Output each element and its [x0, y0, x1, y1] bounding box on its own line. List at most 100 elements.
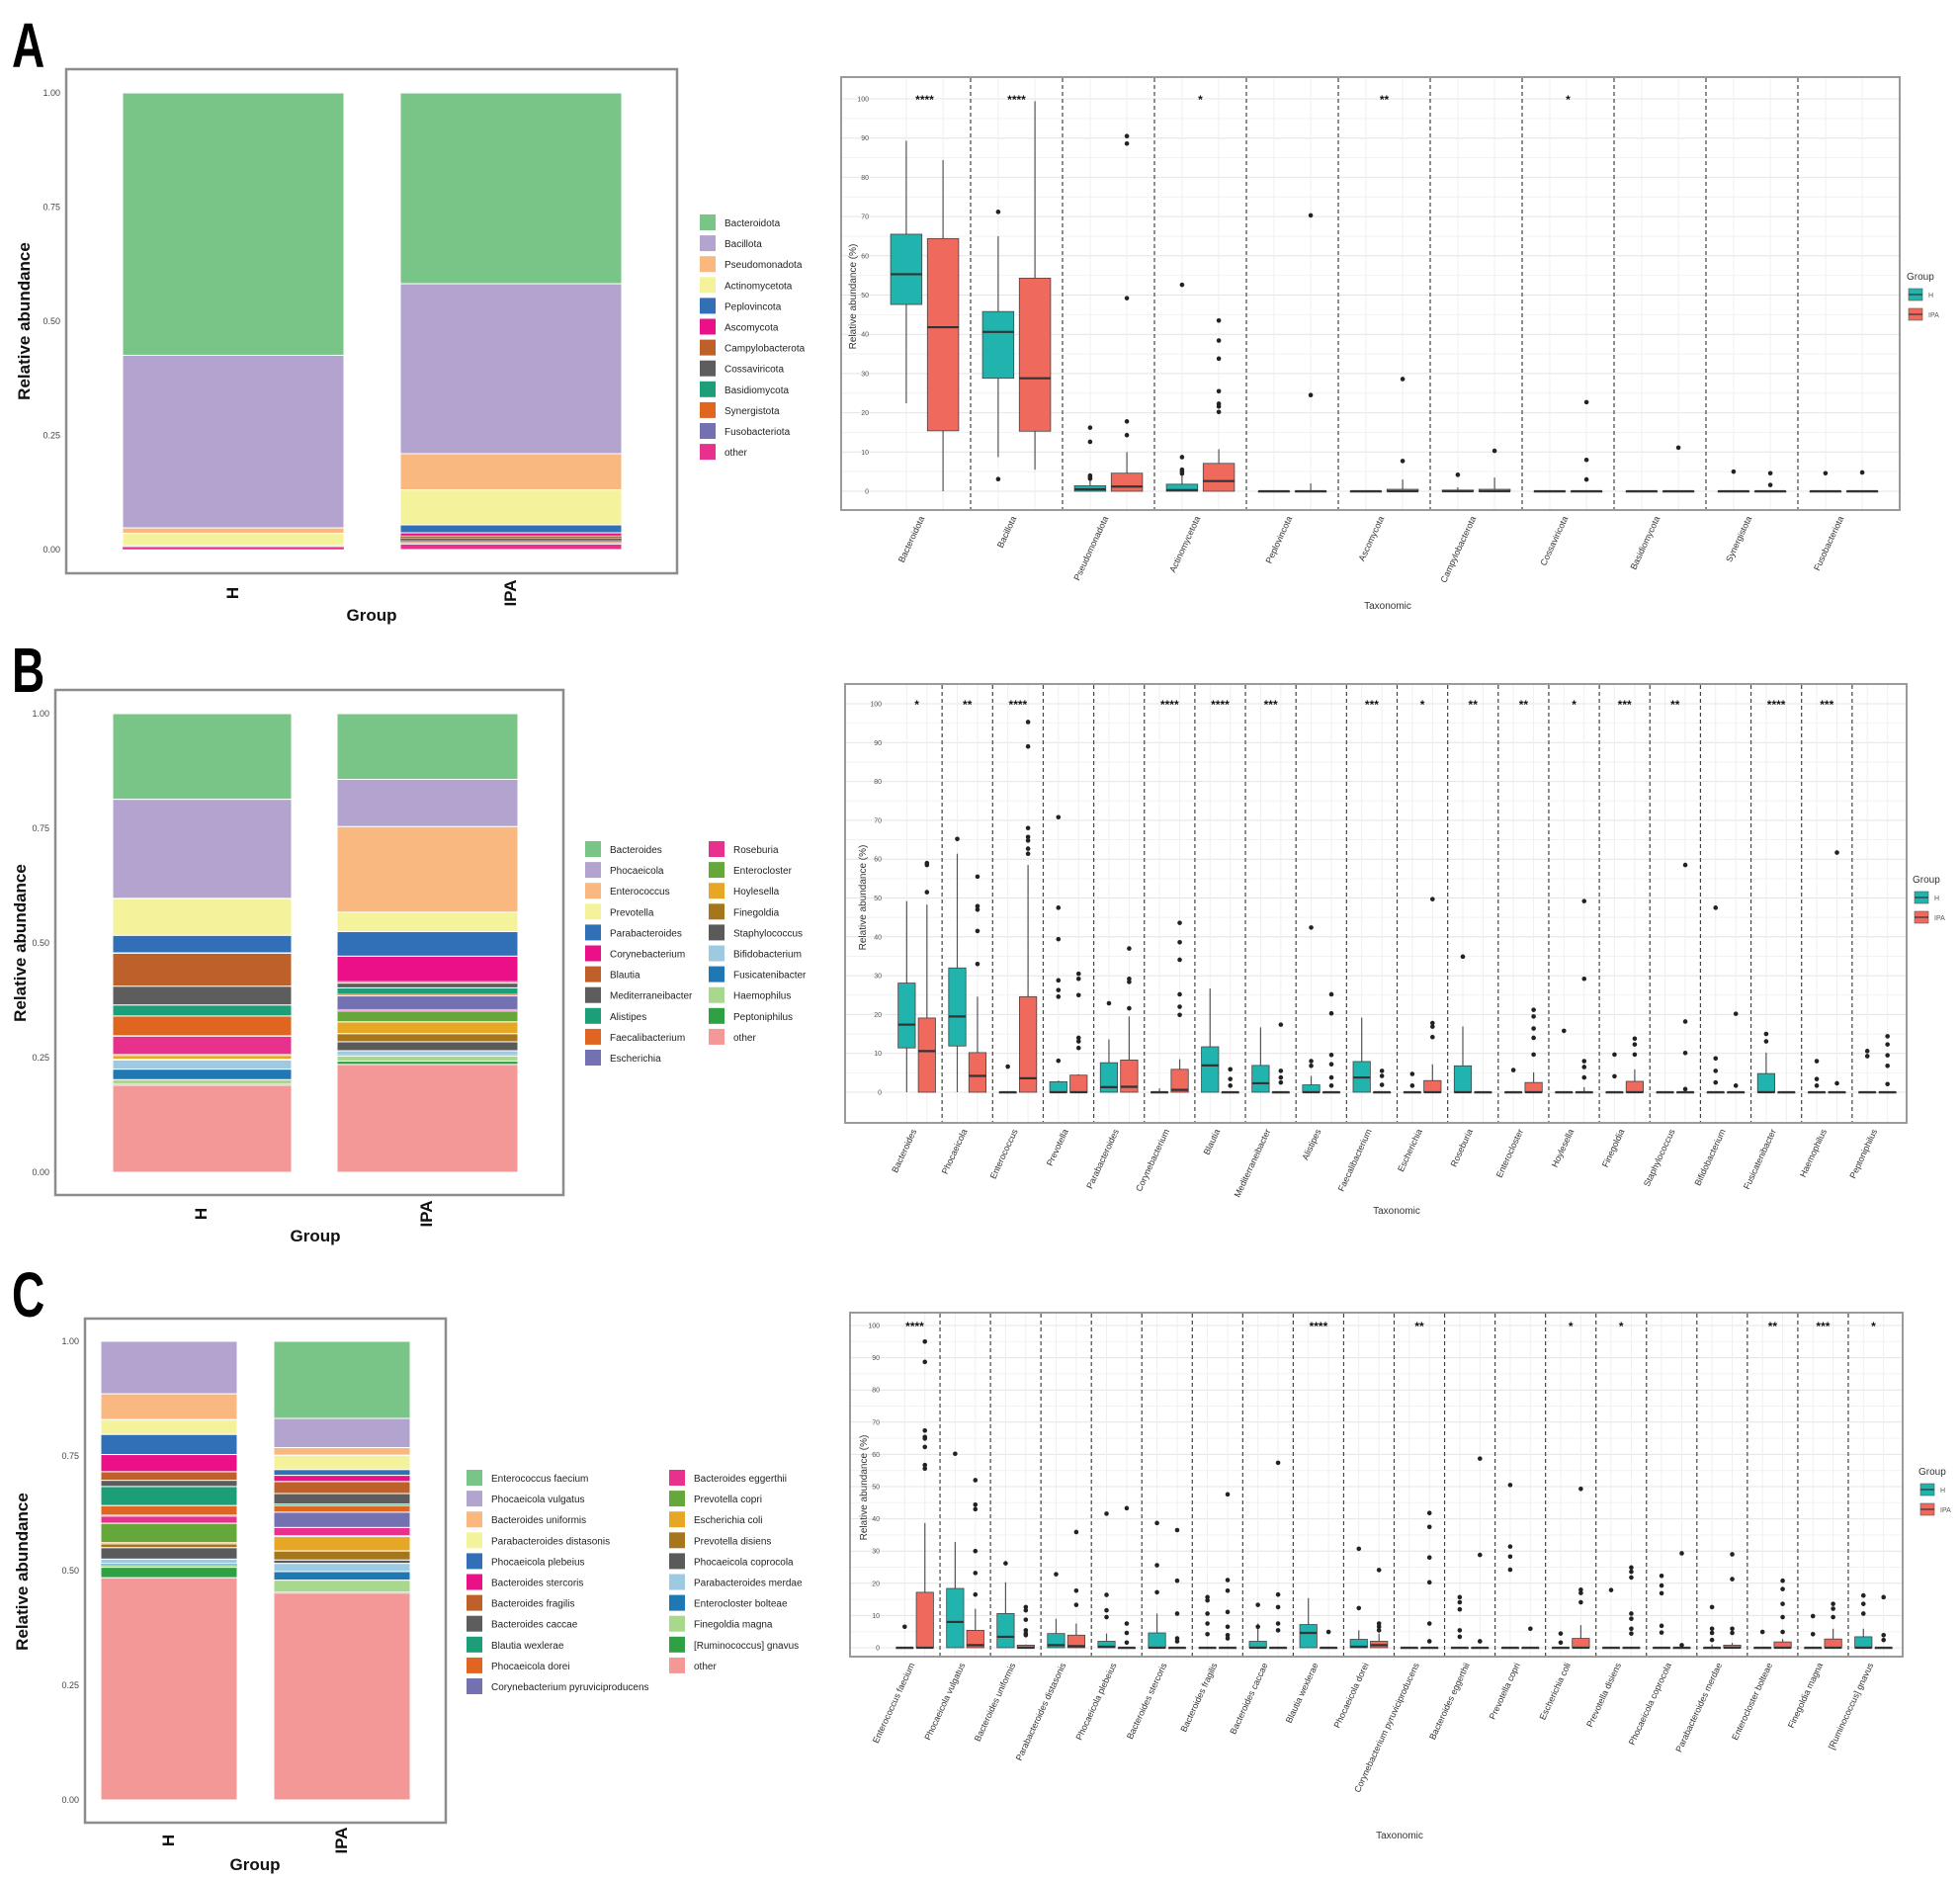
outlier-point	[973, 1478, 979, 1483]
box-h	[1349, 1546, 1368, 1649]
legend-swatch	[709, 862, 724, 879]
box-ipa	[1420, 1510, 1439, 1650]
y-tick-label: 60	[872, 1452, 880, 1459]
legend-item: Enterocloster	[709, 862, 793, 879]
significance-label: **	[963, 698, 973, 712]
stacked-bar-chart-b: 0.00 0.25 0.50 0.75 1.00 H IPA Relative abundan…	[11, 688, 807, 1245]
legend-label: [Ruminococcus] gnavus	[694, 1641, 799, 1652]
outlier-point	[1581, 976, 1587, 982]
legend: Bacteroidota Bacillota Pseudomonadota Actin…	[700, 214, 806, 461]
outlier-point	[1205, 1621, 1210, 1626]
bar-segment-ipa	[336, 1033, 519, 1043]
outlier-point	[1056, 936, 1062, 942]
box-iqr	[890, 233, 923, 305]
outlier-point	[1780, 1601, 1785, 1606]
y-tick-label: 10	[861, 450, 869, 457]
x-tick-label: Cossaviricota	[1538, 515, 1570, 567]
outlier-point	[1087, 425, 1093, 430]
y-tick-label: 0.25	[43, 431, 60, 441]
outlier-point	[1426, 1621, 1432, 1626]
outlier-point	[1075, 1035, 1081, 1041]
x-tick-label: Prevotella	[1045, 1128, 1070, 1168]
bar-segment-ipa	[273, 1559, 411, 1565]
y-tick-label: 40	[872, 1516, 880, 1523]
legend-item: Fusobacteriota	[700, 423, 791, 439]
outlier-point	[1426, 1510, 1432, 1516]
outlier-point	[1629, 1575, 1634, 1581]
legend-label: Cossaviricota	[724, 365, 784, 376]
box-iqr	[1202, 463, 1236, 492]
legend-label: Phocaeicola	[610, 866, 664, 877]
box-h	[1555, 1028, 1574, 1094]
outlier-point	[1127, 976, 1132, 982]
bar-segment-h	[112, 713, 293, 801]
legend-label: Bacteroidota	[724, 218, 781, 229]
box-h	[1073, 425, 1107, 492]
outlier-point	[1023, 1607, 1029, 1613]
box-iqr	[1453, 1065, 1473, 1093]
legend-swatch	[709, 1007, 724, 1024]
bar-segment-h	[112, 1015, 293, 1037]
outlier-point	[1174, 1639, 1180, 1644]
box-h	[1257, 489, 1291, 493]
outlier-point	[1400, 377, 1406, 382]
legend-item: Bacteroides eggerthii	[669, 1470, 787, 1486]
bar-segment-h	[100, 1567, 238, 1579]
outlier-point	[1225, 1609, 1231, 1615]
box-iqr	[1049, 1080, 1067, 1093]
box-h	[1352, 1017, 1371, 1093]
legend-swatch	[700, 214, 716, 230]
legend-label: Parabacteroides merdae	[694, 1579, 803, 1589]
box-h	[1251, 1027, 1270, 1093]
legend-label: Phocaeicola coprocola	[694, 1557, 794, 1568]
box-ipa	[1120, 946, 1139, 1093]
x-tick-label: Bacteroides stercoris	[1125, 1661, 1169, 1741]
bar-segment-h	[112, 1055, 293, 1061]
significance-label: *	[1569, 1320, 1574, 1333]
outlier-point	[1087, 475, 1093, 481]
outlier-point	[1205, 1597, 1210, 1603]
bar-segment-h	[122, 527, 345, 535]
bar-segment-ipa	[273, 1550, 411, 1561]
outlier-point	[1814, 1076, 1820, 1081]
outlier-point	[1275, 1460, 1281, 1466]
x-tick-label: IPA	[332, 1827, 351, 1853]
bar-segment-h	[100, 1522, 238, 1543]
outlier-point	[1460, 954, 1466, 960]
x-tick-label: Haemophilus	[1798, 1127, 1829, 1178]
legend-swatch	[700, 318, 716, 335]
legend-swatch	[467, 1678, 482, 1694]
bar-segment-h	[100, 1433, 238, 1456]
outlier-point	[1709, 1604, 1715, 1610]
legend-item: Phocaeicola	[585, 862, 664, 879]
outlier-point	[1025, 851, 1031, 856]
bar-segment-ipa	[399, 453, 623, 491]
bar-segment-h	[112, 799, 293, 899]
box-iqr	[1018, 278, 1052, 432]
y-tick-label: 0.00	[43, 545, 60, 555]
bar-segment-h	[100, 1558, 238, 1565]
panel-letter-c: C	[12, 1260, 44, 1330]
outlier-point	[1409, 1071, 1415, 1076]
box-iqr	[1524, 1081, 1543, 1093]
bar-segment-ipa	[273, 1511, 411, 1528]
legend-swatch	[709, 945, 724, 962]
legend-label: IPA	[1928, 312, 1939, 319]
bar-segment-h	[100, 1393, 238, 1420]
legend-item: Blautia wexlerae	[467, 1636, 564, 1653]
outlier-point	[1430, 897, 1435, 901]
outlier-point	[1612, 1073, 1617, 1079]
outlier-point	[955, 836, 960, 842]
legend-item: Actinomycetota	[700, 277, 793, 294]
outlier-point	[1124, 133, 1130, 139]
x-axis-title: Group	[291, 1227, 341, 1245]
box-h	[1403, 1071, 1421, 1094]
y-tick-label: 20	[861, 410, 869, 417]
legend-label: Finegoldia magna	[694, 1620, 773, 1631]
outlier-point	[1558, 1640, 1564, 1646]
legend-label: Blautia wexlerae	[491, 1641, 564, 1652]
outlier-point	[1583, 476, 1589, 482]
x-axis-title: Taxonomic	[1373, 1206, 1420, 1217]
outlier-point	[1510, 1068, 1516, 1072]
